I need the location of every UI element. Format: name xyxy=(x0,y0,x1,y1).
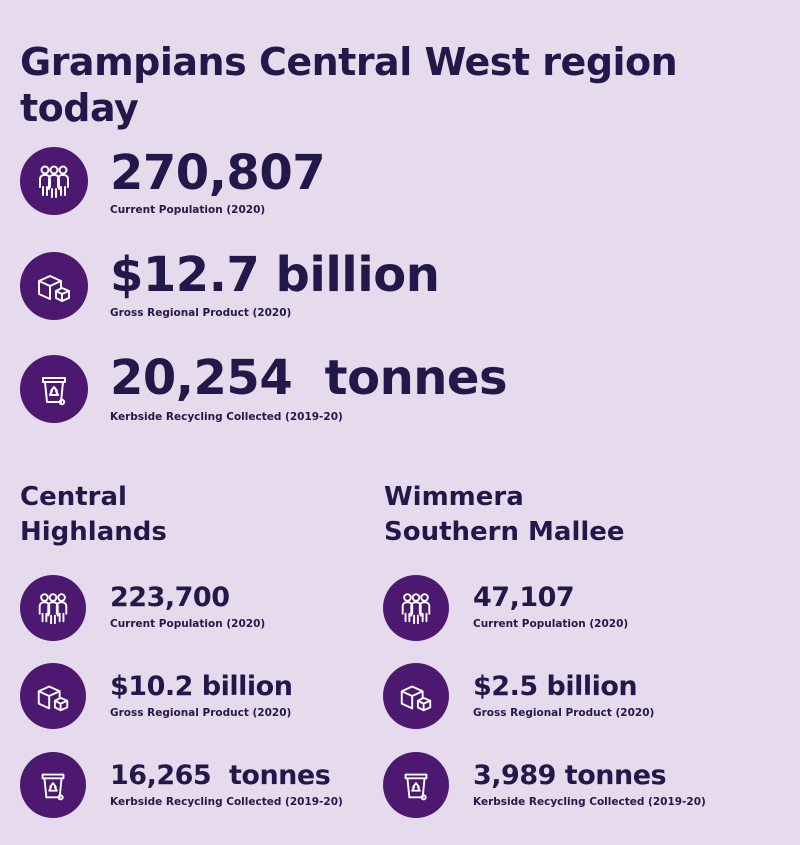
people-icon xyxy=(383,575,449,641)
wsm-population-label: Current Population (2020) xyxy=(473,618,629,630)
people-icon xyxy=(20,147,88,215)
ch-population-value: 223,700 xyxy=(110,582,230,613)
wsm-recycling-label: Kerbside Recycling Collected (2019-20) xyxy=(473,796,706,808)
wsm-grp-label: Gross Regional Product (2020) xyxy=(473,707,655,719)
region-population-value: 270,807 xyxy=(110,145,326,201)
central-highlands-heading: Central Highlands xyxy=(20,482,167,547)
wsm-grp-value: $2.5 billion xyxy=(473,671,638,702)
boxes-icon xyxy=(20,663,86,729)
region-population-label: Current Population (2020) xyxy=(110,204,266,216)
region-grp-value: $12.7 billion xyxy=(110,247,440,303)
region-grp-label: Gross Regional Product (2020) xyxy=(110,307,292,319)
ch-grp-value: $10.2 billion xyxy=(110,671,293,702)
boxes-icon xyxy=(20,252,88,320)
region-recycling-value: 20,254 tonnes xyxy=(110,350,508,406)
page-title: Grampians Central West region today xyxy=(20,40,678,131)
ch-population-label: Current Population (2020) xyxy=(110,618,266,630)
wimmera-heading: Wimmera Southern Mallee xyxy=(384,482,625,547)
boxes-icon xyxy=(383,663,449,729)
wsm-population-value: 47,107 xyxy=(473,582,575,613)
recycling-bin-icon xyxy=(20,355,88,423)
people-icon xyxy=(20,575,86,641)
recycling-bin-icon xyxy=(20,752,86,818)
region-recycling-label: Kerbside Recycling Collected (2019-20) xyxy=(110,411,343,423)
ch-grp-label: Gross Regional Product (2020) xyxy=(110,707,292,719)
ch-recycling-label: Kerbside Recycling Collected (2019-20) xyxy=(110,796,343,808)
wsm-recycling-value: 3,989 tonnes xyxy=(473,760,667,791)
ch-recycling-value: 16,265 tonnes xyxy=(110,760,331,791)
recycling-bin-icon xyxy=(383,752,449,818)
